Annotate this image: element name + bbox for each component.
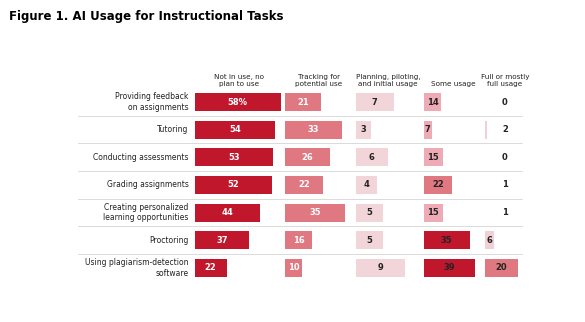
Bar	[356, 176, 377, 194]
Bar	[356, 204, 383, 222]
Bar	[195, 259, 226, 277]
Text: 16: 16	[293, 236, 305, 245]
Text: 6: 6	[369, 153, 375, 162]
Bar	[424, 231, 470, 249]
Text: 15: 15	[427, 208, 439, 217]
Text: Not in use, no
plan to use: Not in use, no plan to use	[214, 74, 264, 87]
Text: Conducting assessments: Conducting assessments	[93, 153, 189, 162]
Bar	[424, 93, 441, 111]
Bar	[356, 231, 383, 249]
Bar	[356, 121, 371, 139]
Text: 1: 1	[502, 208, 508, 217]
Bar	[485, 231, 494, 249]
Bar	[485, 259, 518, 277]
Bar	[285, 148, 329, 166]
Text: Using plagiarism-detection
software: Using plagiarism-detection software	[85, 258, 189, 278]
Text: 52: 52	[228, 180, 239, 189]
Text: 10: 10	[288, 263, 299, 272]
Text: Creating personalized
learning opportunities: Creating personalized learning opportuni…	[104, 203, 189, 222]
Text: 15: 15	[427, 153, 439, 162]
Text: 6: 6	[486, 236, 492, 245]
Text: 26: 26	[302, 153, 314, 162]
Text: 54: 54	[229, 125, 240, 134]
Text: Providing feedback
on assignments: Providing feedback on assignments	[115, 92, 189, 112]
Bar	[424, 204, 443, 222]
Text: 9: 9	[377, 263, 383, 272]
Text: 58%: 58%	[228, 98, 248, 107]
Text: Figure 1. AI Usage for Instructional Tasks: Figure 1. AI Usage for Instructional Tas…	[9, 10, 283, 23]
Text: Planning, piloting,
and initial usage: Planning, piloting, and initial usage	[356, 74, 421, 87]
Bar	[356, 259, 405, 277]
Text: 22: 22	[205, 263, 216, 272]
Bar	[424, 176, 452, 194]
Text: 35: 35	[441, 236, 453, 245]
Text: 44: 44	[221, 208, 233, 217]
Text: 7: 7	[425, 125, 431, 134]
Text: 39: 39	[443, 263, 455, 272]
Text: Grading assignments: Grading assignments	[107, 180, 189, 189]
Text: Some usage: Some usage	[431, 81, 475, 87]
Text: 33: 33	[308, 125, 319, 134]
Bar	[195, 204, 260, 222]
Bar	[285, 204, 345, 222]
Text: 1: 1	[502, 180, 508, 189]
Bar	[285, 176, 322, 194]
Bar	[424, 259, 475, 277]
Text: 0: 0	[502, 98, 508, 107]
Text: 4: 4	[363, 180, 369, 189]
Text: 5: 5	[366, 236, 372, 245]
Bar	[485, 121, 487, 139]
Bar	[424, 148, 443, 166]
Text: 0: 0	[502, 153, 508, 162]
Text: Tracking for
potential use: Tracking for potential use	[295, 74, 343, 87]
Text: 53: 53	[228, 153, 240, 162]
Bar	[195, 121, 275, 139]
Text: 14: 14	[426, 98, 438, 107]
Text: 5: 5	[366, 208, 372, 217]
Bar	[195, 93, 281, 111]
Text: 22: 22	[298, 180, 310, 189]
Text: 3: 3	[360, 125, 366, 134]
Text: 37: 37	[216, 236, 228, 245]
Text: 20: 20	[495, 263, 507, 272]
Bar	[356, 148, 388, 166]
Text: Tutoring: Tutoring	[157, 125, 189, 134]
Text: 21: 21	[297, 98, 309, 107]
Bar	[195, 231, 249, 249]
Bar	[285, 93, 321, 111]
Text: Proctoring: Proctoring	[149, 236, 189, 245]
Bar	[285, 259, 301, 277]
Text: 35: 35	[309, 208, 321, 217]
Bar	[285, 231, 312, 249]
Text: 7: 7	[372, 98, 377, 107]
Text: 2: 2	[502, 125, 508, 134]
Bar	[195, 176, 272, 194]
Bar	[356, 93, 394, 111]
Bar	[424, 121, 432, 139]
Bar	[195, 148, 273, 166]
Bar	[285, 121, 342, 139]
Text: 22: 22	[432, 180, 444, 189]
Text: Full or mostly
full usage: Full or mostly full usage	[481, 74, 529, 87]
